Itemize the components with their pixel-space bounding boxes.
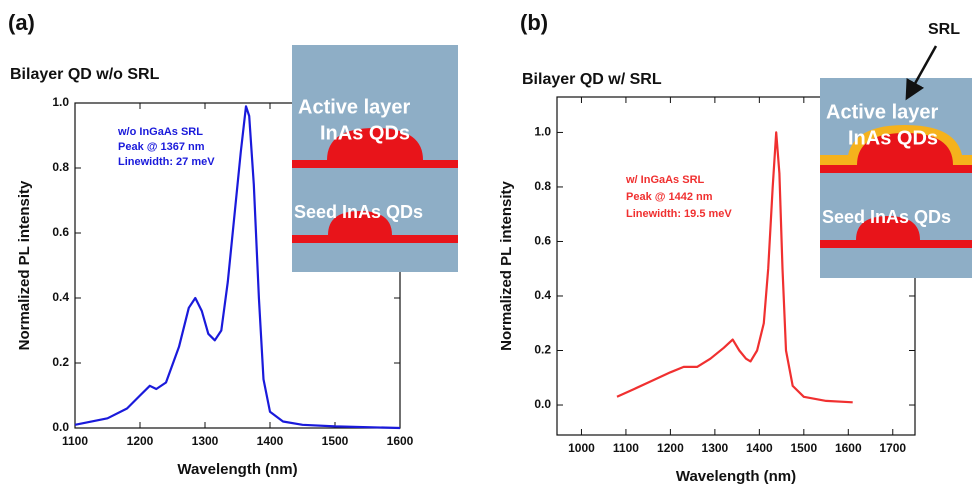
inset-text: Seed InAs QDs <box>294 202 423 222</box>
y-tick-label: 0.2 <box>534 343 551 357</box>
y-tick-label: 0.8 <box>534 179 551 193</box>
x-tick-label: 1500 <box>790 441 817 455</box>
inset-text: Seed InAs QDs <box>822 207 951 227</box>
x-axis-label: Wavelength (nm) <box>177 461 297 478</box>
srl-label: SRL <box>928 21 960 38</box>
inset-text: Active layer <box>298 96 411 118</box>
y-tick-label: 0.4 <box>52 290 69 304</box>
x-tick-label: 1600 <box>835 441 862 455</box>
x-tick-label: 1000 <box>568 441 595 455</box>
y-tick-label: 0.6 <box>534 234 551 248</box>
x-tick-label: 1400 <box>257 434 284 448</box>
inset: Active layer InAs QDs Seed InAs QDs <box>292 45 458 272</box>
x-tick-label: 1700 <box>879 441 906 455</box>
annotation: Linewidth: 27 meV <box>118 156 215 168</box>
srl-arrow <box>905 45 938 101</box>
x-tick-label: 1300 <box>702 441 729 455</box>
wetting-layer <box>292 235 458 243</box>
y-tick-label: 0.0 <box>52 420 69 434</box>
x-tick-label: 1200 <box>657 441 684 455</box>
x-tick-label: 1300 <box>192 434 219 448</box>
x-tick-label: 1400 <box>746 441 773 455</box>
inset-text: InAs QDs <box>848 127 938 149</box>
annotation: Peak @ 1367 nm <box>118 141 205 153</box>
panel-label: (b) <box>520 10 548 35</box>
annotation: Peak @ 1442 nm <box>626 191 713 203</box>
dome <box>857 133 953 165</box>
inset-text: InAs QDs <box>320 122 410 144</box>
wetting-layer <box>292 160 458 168</box>
y-tick-label: 0.0 <box>534 397 551 411</box>
data-line <box>74 105 401 430</box>
dome <box>328 211 392 235</box>
y-tick-label: 0.2 <box>52 355 69 369</box>
y-tick-label: 0.8 <box>52 160 69 174</box>
x-tick-label: 1600 <box>387 434 414 448</box>
x-tick-label: 1500 <box>322 434 349 448</box>
wetting-layer <box>820 165 972 173</box>
inset-text: Active layer <box>826 101 939 123</box>
annotation: w/ InGaAs SRL <box>625 174 705 186</box>
chart-title: Bilayer QD w/ SRL <box>522 71 662 88</box>
wetting-layer <box>820 240 972 248</box>
x-tick-label: 1100 <box>613 441 639 455</box>
y-tick-label: 0.4 <box>534 288 551 302</box>
y-tick-label: 1.0 <box>52 95 69 109</box>
dome <box>327 128 423 160</box>
x-axis-label: Wavelength (nm) <box>676 468 796 485</box>
chart-title: Bilayer QD w/o SRL <box>10 66 160 83</box>
annotation: w/o InGaAs SRL <box>117 126 203 138</box>
x-tick-label: 1100 <box>62 434 88 448</box>
y-tick-label: 1.0 <box>534 125 551 139</box>
y-tick-label: 0.6 <box>52 225 69 239</box>
y-axis-label: Normalized PL intensity <box>498 180 515 350</box>
annotation: Linewidth: 19.5 meV <box>626 208 732 220</box>
y-axis-label: Normalized PL intensity <box>16 180 33 350</box>
panel-label: (a) <box>8 10 35 35</box>
inset: Active layer InAs QDs Seed InAs QDs <box>820 78 972 278</box>
data-line <box>616 131 853 404</box>
x-tick-label: 1200 <box>127 434 154 448</box>
dome <box>856 216 920 240</box>
